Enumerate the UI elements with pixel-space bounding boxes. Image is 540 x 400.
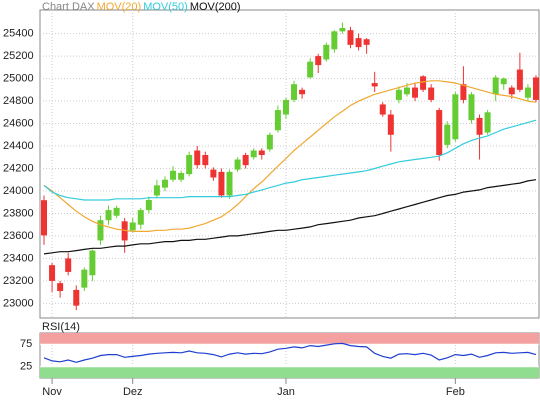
candle-body [274,110,281,131]
candle-body [307,61,314,78]
candle-body [484,112,491,133]
candle-body [347,30,354,45]
ma-line [43,179,537,255]
candle-body [250,150,257,158]
rsi-line [43,342,537,363]
y-tick-label: 23200 [3,275,34,287]
candle-body [97,220,104,241]
candle-body [226,171,233,196]
candle-body [170,170,177,180]
candle-body [194,150,201,166]
x-tick-label: Nov [42,386,62,398]
x-tick-label: Jan [277,386,295,398]
candle-body [178,172,185,180]
candle-body [363,39,370,45]
rsi-plot: 25 75 [20,333,539,378]
candle-body [355,38,362,48]
candle-body [412,87,419,98]
main-plot: 23000 23200 23400 23600 23800 24000 24200 24400… [3,10,539,318]
candle-body [145,199,152,211]
candle-body [81,269,88,288]
candle-body [533,77,539,100]
candle-body [387,114,394,135]
candle-body [210,169,217,178]
y-tick-label: 24200 [3,162,34,174]
candle-body [129,222,136,231]
candle-body [339,27,346,32]
y-tick-label: 25400 [3,28,34,40]
ma-line [43,119,537,201]
ma-line [43,80,537,232]
candle-body [460,84,467,100]
candle-body [299,89,306,95]
y-tick-label: 25200 [3,50,34,62]
candle-body [468,94,475,121]
candle-body [218,171,225,196]
candle-body [73,289,80,306]
candle-body [492,77,499,95]
candle-body [444,124,451,145]
candle-body [420,76,427,90]
candle-body [282,99,289,115]
legend-entry: MOV(50) [143,1,188,13]
rsi-band [40,333,539,345]
candle-body [242,155,249,166]
y-tick-label: 23600 [3,230,34,242]
candle-body [65,258,72,272]
y-tick-label: 24000 [3,185,34,197]
candle-body [476,117,483,135]
candle-body [161,179,168,188]
y-tick-label: 75 [20,338,32,350]
x-tick-label: Dez [123,386,143,398]
rsi-band [40,366,539,378]
candle-body [403,87,410,95]
candle-body [500,78,507,85]
candle-body [105,210,112,221]
y-tick-label: 23800 [3,207,34,219]
candle-body [41,200,47,236]
rsi-title: RSI(14) [42,321,80,333]
candle-body [524,87,531,98]
candle-body [153,185,160,196]
x-tick-label: Feb [446,386,465,398]
candle-body [516,69,523,90]
candle-body [57,283,64,292]
y-tick-label: 24400 [3,140,34,152]
candle-body [379,104,386,115]
candle-body [258,150,265,156]
y-tick-label: 23400 [3,252,34,264]
candle-body [186,155,193,175]
y-tick-label: 24800 [3,95,34,107]
candle-body [137,210,144,225]
candle-body [323,44,330,60]
candle-body [371,83,378,87]
chart-title: Chart DAX [42,1,95,13]
candle-body [291,84,298,100]
y-tick-label: 25 [20,361,32,373]
legend-entry: MOV(200) [190,1,241,13]
candle-body [49,265,56,281]
candle-body [202,155,209,166]
candle-body [508,87,515,95]
legend-entry: MOV(20) [97,1,142,13]
y-tick-label: 23000 [3,297,34,309]
candle-body [315,56,322,66]
candle-body [452,94,459,140]
legend: Chart DAX MOV(20) MOV(50) MOV(200) [42,1,241,13]
y-tick-label: 25000 [3,72,34,84]
candle-body [234,159,241,170]
candle-body [266,134,273,150]
candle-body [331,31,338,50]
candle-body [436,110,443,156]
y-tick-label: 24600 [3,117,34,129]
candle-body [113,207,120,216]
candle-body [89,250,96,276]
candle-body [395,89,402,100]
candle-body [428,87,435,100]
